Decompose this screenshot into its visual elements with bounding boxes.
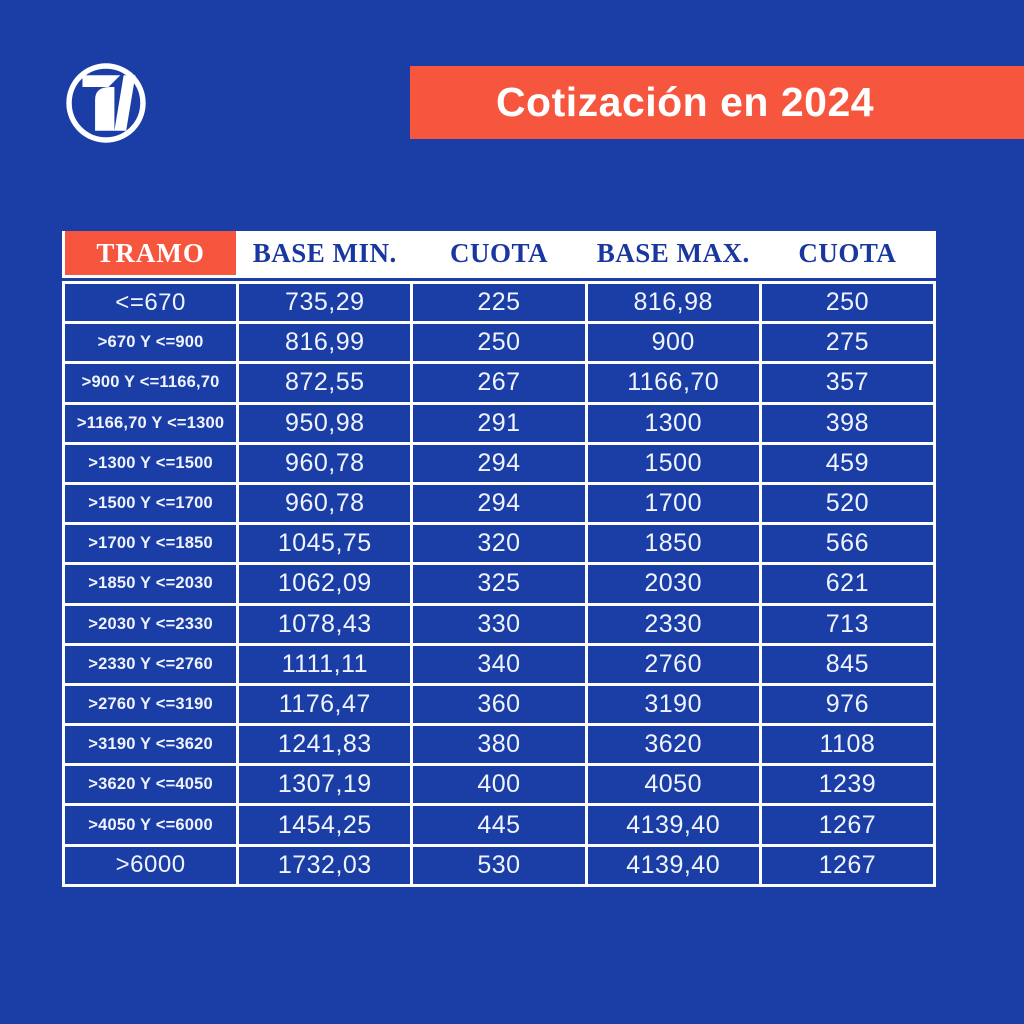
value-cell: 2330 xyxy=(587,605,759,643)
value-cell: 225 xyxy=(413,284,585,322)
value-cell: 398 xyxy=(761,404,933,442)
value-cell: 1307,19 xyxy=(239,766,411,804)
value-cell: 250 xyxy=(413,324,585,362)
value-cell: 1267 xyxy=(761,846,933,884)
tramo-cell: >1300 Y <=1500 xyxy=(65,444,237,482)
tramo-cell: >900 Y <=1166,70 xyxy=(65,364,237,402)
tramo-cell: >2330 Y <=2760 xyxy=(65,645,237,683)
tramo-cell: >4050 Y <=6000 xyxy=(65,806,237,844)
column-header: CUOTA xyxy=(413,231,585,275)
tramo-cell: >1700 Y <=1850 xyxy=(65,525,237,563)
tramo-cell: >670 Y <=900 xyxy=(65,324,237,362)
value-cell: 1700 xyxy=(587,484,759,523)
tramo-cell: >3620 Y <=4050 xyxy=(65,766,237,804)
value-cell: 320 xyxy=(413,525,585,563)
value-cell: 3190 xyxy=(587,685,759,724)
value-cell: 4139,40 xyxy=(587,806,759,844)
column-header: TRAMO xyxy=(65,231,237,275)
tramo-cell: >1850 Y <=2030 xyxy=(65,565,237,603)
value-cell: 1500 xyxy=(587,444,759,482)
value-cell: 294 xyxy=(413,444,585,482)
value-cell: 950,98 xyxy=(239,404,411,442)
value-cell: 520 xyxy=(761,484,933,523)
title-banner: Cotización en 2024 xyxy=(410,66,1024,139)
value-cell: 816,99 xyxy=(239,324,411,362)
page-title: Cotización en 2024 xyxy=(495,79,875,125)
value-cell: 250 xyxy=(761,284,933,322)
value-cell: 713 xyxy=(761,605,933,643)
value-cell: 1111,11 xyxy=(239,645,411,683)
value-cell: 735,29 xyxy=(239,284,411,322)
value-cell: 1454,25 xyxy=(239,806,411,844)
value-cell: 1078,43 xyxy=(239,605,411,643)
value-cell: 1108 xyxy=(761,726,933,764)
value-cell: 1241,83 xyxy=(239,726,411,764)
value-cell: 530 xyxy=(413,846,585,884)
value-cell: 621 xyxy=(761,565,933,603)
value-cell: 1732,03 xyxy=(239,846,411,884)
value-cell: 2760 xyxy=(587,645,759,683)
value-cell: 291 xyxy=(413,404,585,442)
value-cell: 960,78 xyxy=(239,444,411,482)
value-cell: 459 xyxy=(761,444,933,482)
value-cell: 360 xyxy=(413,685,585,724)
value-cell: 1300 xyxy=(587,404,759,442)
value-cell: 1176,47 xyxy=(239,685,411,724)
tramo-cell: >3190 Y <=3620 xyxy=(65,726,237,764)
column-header: BASE MAX. xyxy=(587,231,759,275)
cotizacion-table: TRAMO BASE MIN. CUOTA BASE MAX. CUOTA <=670 7… xyxy=(62,231,936,887)
value-cell: 1045,75 xyxy=(239,525,411,563)
value-cell: 900 xyxy=(587,324,759,362)
value-cell: 380 xyxy=(413,726,585,764)
tramo-cell: >2030 Y <=2330 xyxy=(65,605,237,643)
value-cell: 1166,70 xyxy=(587,364,759,402)
value-cell: 325 xyxy=(413,565,585,603)
value-cell: 4050 xyxy=(587,766,759,804)
value-cell: 1239 xyxy=(761,766,933,804)
value-cell: 3620 xyxy=(587,726,759,764)
column-header: CUOTA xyxy=(761,231,933,275)
value-cell: 4139,40 xyxy=(587,846,759,884)
brand-logo-icon xyxy=(64,61,148,145)
column-header: BASE MIN. xyxy=(239,231,411,275)
value-cell: 275 xyxy=(761,324,933,362)
value-cell: 357 xyxy=(761,364,933,402)
tramo-cell: >1166,70 Y <=1300 xyxy=(65,404,237,442)
value-cell: 294 xyxy=(413,484,585,523)
value-cell: 976 xyxy=(761,685,933,724)
value-cell: 400 xyxy=(413,766,585,804)
value-cell: 566 xyxy=(761,525,933,563)
value-cell: 267 xyxy=(413,364,585,402)
value-cell: 330 xyxy=(413,605,585,643)
value-cell: 1850 xyxy=(587,525,759,563)
value-cell: 872,55 xyxy=(239,364,411,402)
value-cell: 445 xyxy=(413,806,585,844)
value-cell: 816,98 xyxy=(587,284,759,322)
value-cell: 1062,09 xyxy=(239,565,411,603)
table-header-row: TRAMO BASE MIN. CUOTA BASE MAX. CUOTA xyxy=(62,231,936,278)
value-cell: 2030 xyxy=(587,565,759,603)
tramo-cell: >2760 Y <=3190 xyxy=(65,685,237,724)
tramo-cell: >6000 xyxy=(65,846,237,884)
value-cell: 960,78 xyxy=(239,484,411,523)
tramo-cell: >1500 Y <=1700 xyxy=(65,484,237,523)
value-cell: 1267 xyxy=(761,806,933,844)
tramo-cell: <=670 xyxy=(65,284,237,322)
value-cell: 340 xyxy=(413,645,585,683)
table-body: <=670 735,29 225 816,98 250 >670 Y <=900 816,9… xyxy=(62,281,936,887)
value-cell: 845 xyxy=(761,645,933,683)
